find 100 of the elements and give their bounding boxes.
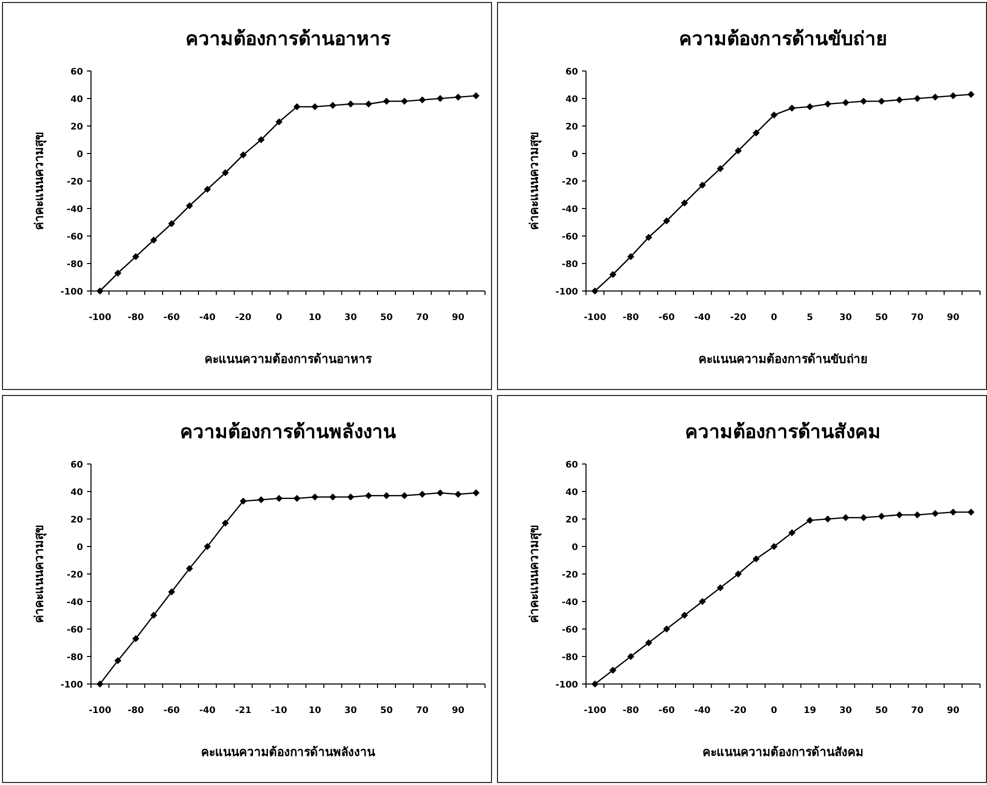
y-tick-label: -40 bbox=[66, 205, 83, 215]
x-tick-label: 90 bbox=[452, 706, 464, 716]
x-tick-label: -20 bbox=[235, 313, 252, 323]
y-tick-label: -100 bbox=[60, 288, 83, 298]
x-tick-label: 30 bbox=[839, 706, 852, 716]
point bbox=[609, 666, 616, 674]
x-tick-label: -60 bbox=[658, 706, 675, 716]
point bbox=[418, 96, 426, 104]
y-tick-label: 20 bbox=[565, 122, 578, 132]
x-axis-title: คะแนนความต้องการด้านพลังงาน bbox=[201, 745, 376, 759]
point bbox=[383, 492, 390, 500]
point bbox=[878, 512, 885, 520]
y-axis-title: ค่าคะแนนความสุข bbox=[527, 132, 542, 230]
y-tick-label: -100 bbox=[60, 680, 83, 690]
point bbox=[824, 516, 832, 522]
point bbox=[770, 543, 778, 550]
point bbox=[311, 494, 318, 500]
x-axis-title: คะแนนความต้องการด้านขับถ่าย bbox=[698, 352, 868, 366]
point bbox=[968, 508, 975, 516]
point bbox=[132, 253, 140, 260]
point bbox=[347, 494, 354, 500]
y-tick-label: -80 bbox=[562, 260, 578, 270]
chart-title: ความต้องการด้านอาหาร bbox=[186, 28, 392, 50]
y-tick-label: 60 bbox=[70, 460, 83, 470]
y-tick-label: 20 bbox=[70, 516, 83, 526]
y-tick-label: -80 bbox=[562, 653, 578, 663]
x-tick-label: 50 bbox=[380, 706, 393, 716]
x-tick-label: -60 bbox=[163, 706, 180, 716]
x-axis-title: คะแนนความต้องการด้านอาหาร bbox=[204, 352, 372, 366]
point bbox=[276, 118, 283, 126]
y-tick-label: -20 bbox=[562, 178, 578, 188]
x-tick-label: -100 bbox=[88, 706, 112, 716]
y-tick-label: -60 bbox=[66, 232, 83, 242]
y-tick-label: 20 bbox=[70, 122, 83, 132]
x-tick-label: -10 bbox=[270, 706, 288, 716]
point bbox=[472, 489, 480, 496]
point bbox=[400, 98, 408, 105]
chart-title: ความต้องการด้านขับถ่าย bbox=[679, 28, 887, 50]
point bbox=[932, 510, 939, 517]
x-tick-label: -40 bbox=[199, 706, 216, 716]
point bbox=[950, 92, 957, 100]
x-tick-label: 30 bbox=[839, 313, 852, 323]
y-tick-label: 60 bbox=[565, 460, 578, 470]
point bbox=[114, 657, 122, 664]
y-tick-label: -80 bbox=[66, 653, 83, 663]
point bbox=[222, 169, 229, 176]
y-tick-label: 40 bbox=[565, 95, 578, 105]
x-tick-label: 70 bbox=[911, 706, 924, 716]
x-tick-label: -80 bbox=[622, 706, 639, 716]
chart-title: ความต้องการด้านพลังงาน bbox=[180, 421, 396, 443]
point bbox=[609, 271, 616, 278]
x-tick-label: 70 bbox=[416, 313, 429, 323]
point bbox=[914, 511, 921, 518]
x-tick-label: -100 bbox=[584, 313, 606, 323]
y-tick-label: 60 bbox=[565, 68, 578, 78]
x-tick-label: 30 bbox=[344, 313, 357, 323]
point bbox=[258, 136, 265, 144]
x-tick-label: 50 bbox=[875, 706, 888, 716]
point bbox=[132, 635, 140, 642]
x-tick-label: 50 bbox=[875, 313, 888, 323]
x-tick-label: -80 bbox=[128, 706, 144, 716]
y-tick-label: -100 bbox=[555, 680, 578, 690]
point bbox=[311, 103, 318, 110]
point bbox=[627, 653, 634, 660]
point bbox=[932, 94, 939, 101]
point bbox=[788, 104, 796, 112]
x-tick-label: -80 bbox=[622, 313, 639, 323]
y-tick-label: -60 bbox=[66, 626, 83, 636]
point bbox=[842, 99, 850, 106]
point bbox=[698, 182, 706, 189]
point bbox=[645, 639, 652, 646]
point bbox=[454, 490, 462, 498]
point bbox=[591, 288, 598, 294]
chart-title: ความต้องการด้านสังคม bbox=[685, 421, 881, 443]
point bbox=[400, 492, 408, 500]
y-tick-label: 0 bbox=[572, 543, 578, 553]
x-tick-label: 70 bbox=[911, 313, 924, 323]
point bbox=[752, 555, 760, 562]
point bbox=[293, 494, 300, 502]
point bbox=[698, 598, 706, 605]
point bbox=[276, 494, 283, 502]
y-tick-label: 0 bbox=[572, 150, 578, 160]
point bbox=[716, 584, 724, 592]
point bbox=[663, 626, 670, 632]
y-tick-label: -60 bbox=[562, 232, 578, 242]
point bbox=[681, 200, 688, 206]
point bbox=[806, 516, 814, 524]
y-tick-label: -20 bbox=[66, 570, 83, 580]
x-tick-label: 30 bbox=[344, 706, 357, 716]
x-tick-label: -20 bbox=[730, 313, 746, 323]
point bbox=[436, 489, 444, 496]
point bbox=[860, 514, 868, 522]
point bbox=[472, 92, 480, 100]
y-tick-label: -40 bbox=[562, 598, 578, 608]
point bbox=[240, 498, 247, 505]
point bbox=[365, 492, 372, 500]
point bbox=[716, 165, 724, 172]
point bbox=[150, 612, 158, 619]
point bbox=[968, 90, 975, 98]
point bbox=[240, 151, 247, 158]
